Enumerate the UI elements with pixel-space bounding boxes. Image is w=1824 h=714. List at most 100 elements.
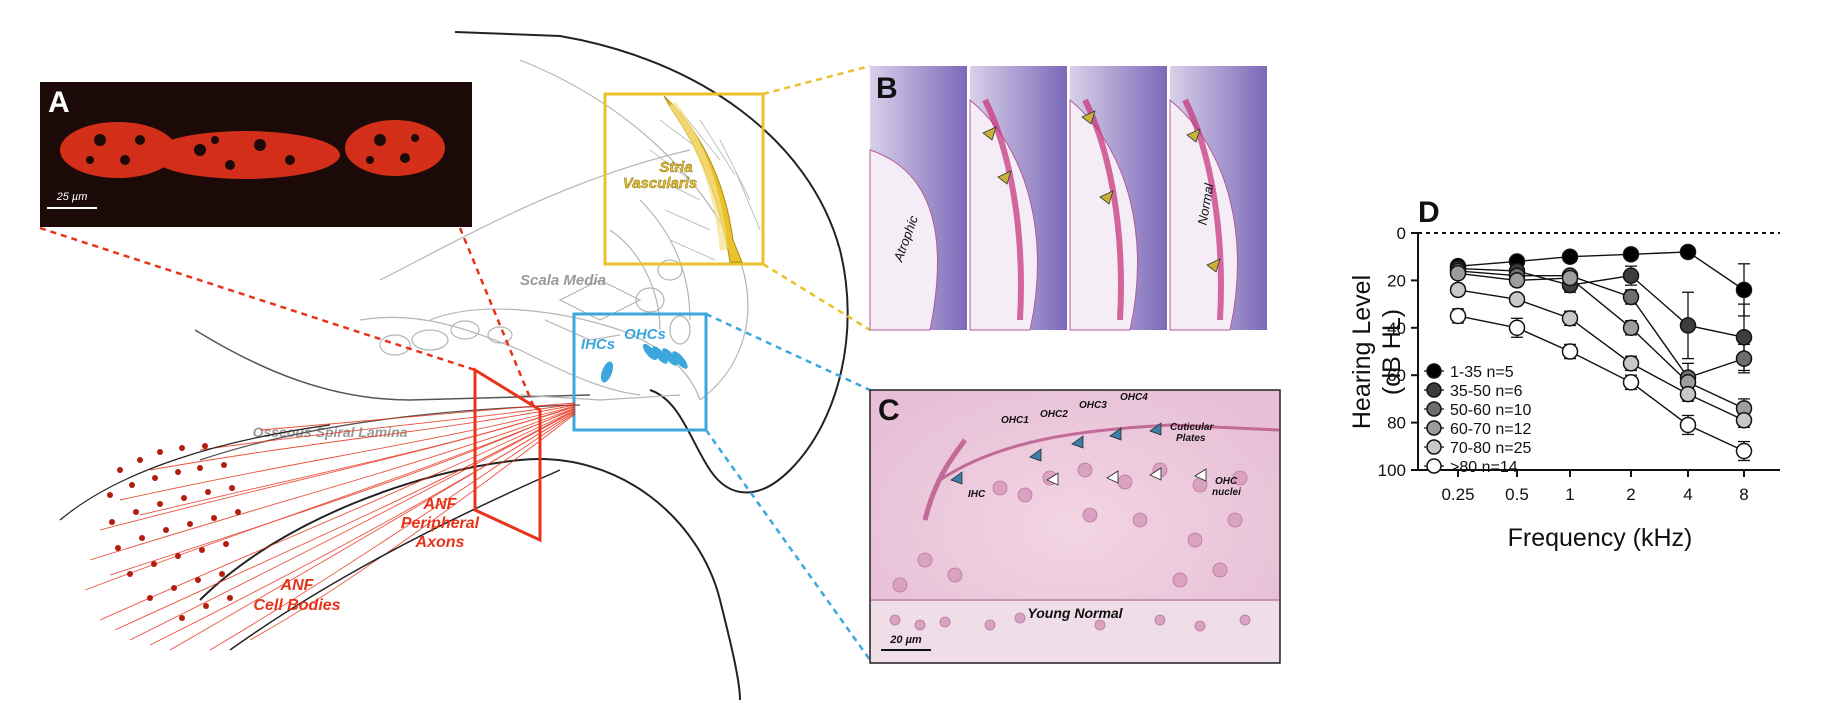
panel-c-caption: Young Normal — [1027, 605, 1123, 621]
stria-label-1: Stria — [659, 159, 692, 176]
anf-cell-bodies — [107, 443, 241, 621]
anf-bodies-label-1: ANF — [280, 577, 315, 594]
legend-marker-2 — [1426, 401, 1442, 417]
legend-label-4: 70-80 n=25 — [1450, 440, 1532, 457]
ihc-cell — [600, 361, 614, 383]
panel-d: D 0 20 40 60 80 100 0.25 0.5 1 2 4 8 Frequency (kHz)… — [1348, 196, 1780, 552]
data-point-5-1 — [1508, 319, 1526, 337]
data-point-4-3 — [1622, 355, 1640, 372]
x-tick-label-4: 4 — [1683, 485, 1692, 504]
data-point-4-0 — [1449, 281, 1467, 299]
data-point-4-4 — [1679, 385, 1697, 403]
panel-c-scalebar-label: 20 µm — [889, 634, 922, 646]
series-line-5 — [1457, 315, 1745, 452]
panel-c-label-ihc: IHC — [968, 489, 986, 500]
organ-of-corti-box — [572, 312, 708, 432]
y-tick-label-60: 60 — [1387, 366, 1406, 385]
panel-d-letter: D — [1418, 196, 1440, 229]
cochlea-outer-wall — [454, 31, 849, 494]
anf-axon-box — [473, 367, 542, 543]
data-point-5-0 — [1449, 307, 1467, 325]
panel-c-label-ohc3: OHC3 — [1079, 400, 1107, 411]
stria-label-2: Vascularis — [623, 175, 698, 192]
panel-c-tectorial — [939, 423, 1280, 482]
data-point-1-3 — [1622, 267, 1640, 284]
data-point-4-2 — [1561, 310, 1579, 327]
panel-b: B Atrophic Normal — [869, 66, 1267, 331]
panel-c-label-ohc4: OHC4 — [1120, 392, 1148, 403]
x-tick-label-0.5: 0.5 — [1505, 485, 1529, 504]
legend-label-3: 60-70 n=12 — [1450, 421, 1532, 438]
anf-fibers — [84, 402, 576, 651]
panel-c-label-cuticular-1: Cuticular — [1170, 422, 1214, 433]
panel-c-nuclei — [889, 462, 1251, 632]
panel-c-label-ohc-nuclei-2: nuclei — [1212, 487, 1241, 498]
cochlea-lower-wall — [199, 458, 741, 701]
data-point-0-5 — [1735, 281, 1753, 299]
anf-inner-boundary — [229, 469, 561, 651]
legend-marker-5 — [1426, 458, 1442, 474]
data-point-3-2 — [1561, 269, 1579, 287]
panel-b-label-normal: Normal — [1195, 181, 1217, 226]
data-point-5-2 — [1561, 343, 1579, 360]
series-line-1 — [1457, 267, 1745, 338]
spiral-ligament-cells — [649, 109, 761, 261]
legend-marker-3 — [1426, 420, 1442, 436]
legend-marker-0 — [1426, 363, 1442, 379]
anf-bodies-label-2: Cell Bodies — [253, 597, 340, 614]
panel-c-label-ohc2: OHC2 — [1040, 409, 1068, 420]
cochlea-diagram: Stria Vascularis Scala Media OHCs IHCs O… — [39, 31, 872, 701]
y-tick-label-40: 40 — [1387, 319, 1406, 338]
stria-connector-bottom — [762, 262, 871, 332]
panel-a-texture — [86, 134, 419, 170]
y-tick-label-20: 20 — [1387, 271, 1406, 290]
panel-c-lower-band — [871, 600, 1279, 662]
data-point-2-5 — [1735, 350, 1753, 367]
panel-c-arrowheads-white — [1046, 467, 1207, 486]
panel-a-stain — [60, 120, 445, 179]
panel-a-scalebar-label: 25 µm — [56, 191, 88, 203]
legend-marker-4 — [1426, 439, 1442, 455]
data-point-5-3 — [1622, 374, 1640, 391]
anf-axons-label-2: Peripheral — [401, 515, 480, 532]
panel-a: A 25 µm — [40, 82, 472, 227]
panel-a-connector — [39, 226, 476, 372]
legend-label-2: 50-60 n=10 — [1450, 402, 1532, 419]
panel-b-arrowheads — [982, 110, 1221, 273]
data-point-4-1 — [1508, 291, 1526, 308]
data-point-5-5 — [1735, 442, 1753, 460]
data-point-0-2 — [1561, 248, 1579, 265]
data-point-0-4 — [1679, 243, 1697, 261]
anf-axons-label-3: Axons — [415, 534, 465, 551]
x-axis-label: Frequency (kHz) — [1508, 524, 1693, 552]
data-point-3-3 — [1622, 319, 1640, 337]
data-point-1-4 — [1679, 317, 1697, 334]
legend-label-1: 35-50 n=6 — [1450, 383, 1523, 400]
series-line-4 — [1457, 289, 1745, 421]
y-tick-label-80: 80 — [1387, 414, 1406, 433]
series-line-2 — [1457, 270, 1745, 379]
ihcs-label: IHCs — [581, 336, 615, 353]
corti-connector-top — [705, 312, 871, 392]
anf-axons-label-1: ANF — [423, 496, 458, 513]
data-point-3-1 — [1508, 272, 1526, 289]
y-tick-label-0: 0 — [1397, 224, 1406, 243]
osseous-upper — [194, 329, 591, 401]
data-point-3-0 — [1449, 265, 1467, 282]
panel-a-letter: A — [48, 86, 70, 119]
anf-outer-boundary — [59, 424, 331, 521]
panel-c-label-cuticular-2: Plates — [1176, 433, 1206, 444]
stria-vascularis-band-inner — [668, 101, 728, 251]
series-line-0 — [1457, 251, 1745, 291]
legend-marker-1 — [1426, 382, 1442, 398]
ohc-cells — [642, 343, 688, 369]
panel-c-arrowheads-blue — [950, 422, 1162, 485]
panel-c-letter: C — [878, 394, 900, 427]
panel-b-stria-stain — [982, 98, 1224, 321]
ohcs-label: OHCs — [624, 326, 666, 343]
x-tick-label-2: 2 — [1626, 485, 1635, 504]
panel-b-letter: B — [876, 72, 898, 105]
data-point-1-5 — [1735, 329, 1753, 346]
panel-c-label-ohc1: OHC1 — [1001, 415, 1029, 426]
data-point-4-5 — [1735, 411, 1753, 429]
